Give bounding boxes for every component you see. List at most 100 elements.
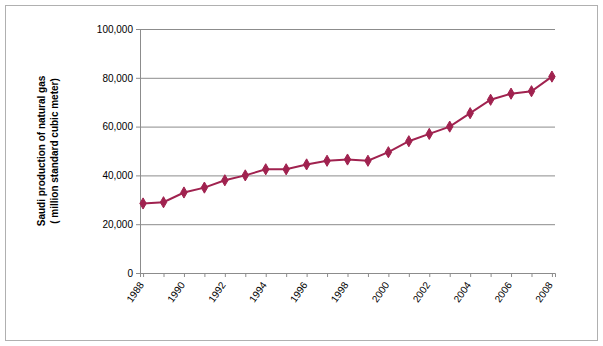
x-tick-mark bbox=[266, 273, 267, 277]
grid-line bbox=[140, 78, 555, 79]
y-axis: 0 20,000 40,000 60,000 80,000 100,000 bbox=[97, 24, 141, 279]
data-marker bbox=[528, 86, 534, 97]
y-tick-mark bbox=[136, 273, 140, 274]
x-tick-mark bbox=[164, 273, 165, 277]
x-tick: 1990 bbox=[165, 273, 187, 304]
x-tick-label: 1998 bbox=[329, 279, 351, 304]
grid-line bbox=[140, 127, 555, 128]
y-tick-mark bbox=[136, 127, 140, 128]
data-line bbox=[143, 77, 552, 204]
plot-area bbox=[140, 71, 555, 209]
data-marker bbox=[201, 182, 207, 193]
data-marker bbox=[140, 198, 146, 209]
y-tick-label: 0 bbox=[127, 268, 133, 279]
x-tick-label: 1992 bbox=[206, 279, 228, 304]
x-tick bbox=[245, 273, 246, 277]
data-marker bbox=[426, 128, 432, 139]
y-tick-mark bbox=[136, 224, 140, 225]
x-tick-mark bbox=[348, 273, 349, 277]
data-marker bbox=[263, 164, 269, 175]
x-tick-mark bbox=[409, 273, 410, 277]
x-tick bbox=[286, 273, 287, 277]
x-tick-mark bbox=[388, 273, 389, 277]
y-tick: 60,000 bbox=[102, 121, 140, 132]
data-marker bbox=[467, 108, 473, 119]
data-marker bbox=[222, 175, 228, 186]
x-tick-label: 2002 bbox=[411, 279, 433, 304]
x-tick-label: 1996 bbox=[288, 279, 310, 304]
x-tick bbox=[327, 273, 328, 277]
y-tick-label: 80,000 bbox=[102, 73, 133, 84]
x-tick-label: 1988 bbox=[124, 279, 146, 304]
data-marker bbox=[283, 164, 289, 175]
y-tick: 0 bbox=[127, 268, 140, 279]
x-axis-line bbox=[141, 274, 556, 278]
x-tick: 2008 bbox=[533, 273, 555, 304]
x-tick: 2004 bbox=[451, 273, 473, 304]
x-tick: 2006 bbox=[492, 273, 514, 304]
x-tick: 1994 bbox=[247, 273, 269, 304]
data-marker bbox=[406, 136, 412, 147]
x-tick-label: 2000 bbox=[370, 279, 392, 304]
grid-line bbox=[140, 175, 555, 176]
x-tick-label: 1990 bbox=[165, 279, 187, 304]
y-axis-title-line: Saudi production of natural gas bbox=[36, 75, 47, 226]
y-axis-line bbox=[136, 30, 141, 274]
data-marker bbox=[303, 159, 309, 170]
x-tick-mark bbox=[225, 273, 226, 277]
data-marker bbox=[487, 94, 493, 105]
data-marker bbox=[242, 170, 248, 181]
x-tick bbox=[450, 273, 451, 277]
y-tick-label: 40,000 bbox=[102, 170, 133, 181]
x-tick bbox=[531, 273, 532, 277]
x-tick-mark bbox=[450, 273, 451, 277]
x-tick bbox=[164, 273, 165, 277]
x-tick-mark bbox=[184, 273, 185, 277]
data-marker bbox=[344, 154, 350, 165]
data-marker bbox=[324, 155, 330, 166]
grid-line bbox=[140, 29, 555, 30]
x-tick: 1998 bbox=[329, 273, 351, 304]
data-marker bbox=[181, 187, 187, 198]
x-tick: 1988 bbox=[124, 273, 146, 304]
x-tick bbox=[491, 273, 492, 277]
x-tick-label: 2004 bbox=[451, 279, 473, 304]
data-marker bbox=[446, 121, 452, 132]
x-tick bbox=[204, 273, 205, 277]
x-tick: 1996 bbox=[288, 273, 310, 304]
chart: 0 20,000 40,000 60,000 80,000 100,000 1988 1990… bbox=[0, 0, 603, 346]
data-marker bbox=[508, 88, 514, 99]
x-tick-mark bbox=[368, 273, 369, 277]
x-tick-label: 1994 bbox=[247, 279, 269, 304]
data-marker bbox=[385, 147, 391, 158]
x-tick-mark bbox=[245, 273, 246, 277]
y-tick: 100,000 bbox=[97, 24, 140, 35]
x-tick: 2002 bbox=[411, 273, 433, 304]
x-tick bbox=[409, 273, 410, 277]
y-tick-label: 20,000 bbox=[102, 219, 133, 230]
y-tick-label: 60,000 bbox=[102, 121, 133, 132]
x-tick-mark bbox=[552, 273, 553, 277]
y-tick: 40,000 bbox=[102, 170, 140, 181]
y-tick: 80,000 bbox=[102, 73, 140, 84]
grid-line bbox=[140, 224, 555, 225]
x-tick-mark bbox=[286, 273, 287, 277]
data-marker bbox=[365, 155, 371, 166]
x-tick-mark bbox=[511, 273, 512, 277]
x-tick-mark bbox=[143, 273, 144, 277]
x-tick-label: 2006 bbox=[492, 279, 514, 304]
y-tick: 20,000 bbox=[102, 219, 140, 230]
data-marker bbox=[160, 197, 166, 208]
y-tick-mark bbox=[136, 78, 140, 79]
y-tick-mark bbox=[136, 29, 140, 30]
y-tick-label: 100,000 bbox=[97, 24, 134, 35]
x-axis: 1988 1990 1992 1994 1996 1998 2000 2002 2004 2006… bbox=[124, 273, 555, 304]
x-tick-mark bbox=[307, 273, 308, 277]
x-tick bbox=[368, 273, 369, 277]
y-axis-title: Saudi production of natural gas( million… bbox=[36, 75, 60, 226]
x-tick-label: 2008 bbox=[533, 279, 555, 304]
data-marker bbox=[549, 71, 555, 82]
x-tick-mark bbox=[470, 273, 471, 277]
x-tick-mark bbox=[204, 273, 205, 277]
x-tick: 1992 bbox=[206, 273, 228, 304]
